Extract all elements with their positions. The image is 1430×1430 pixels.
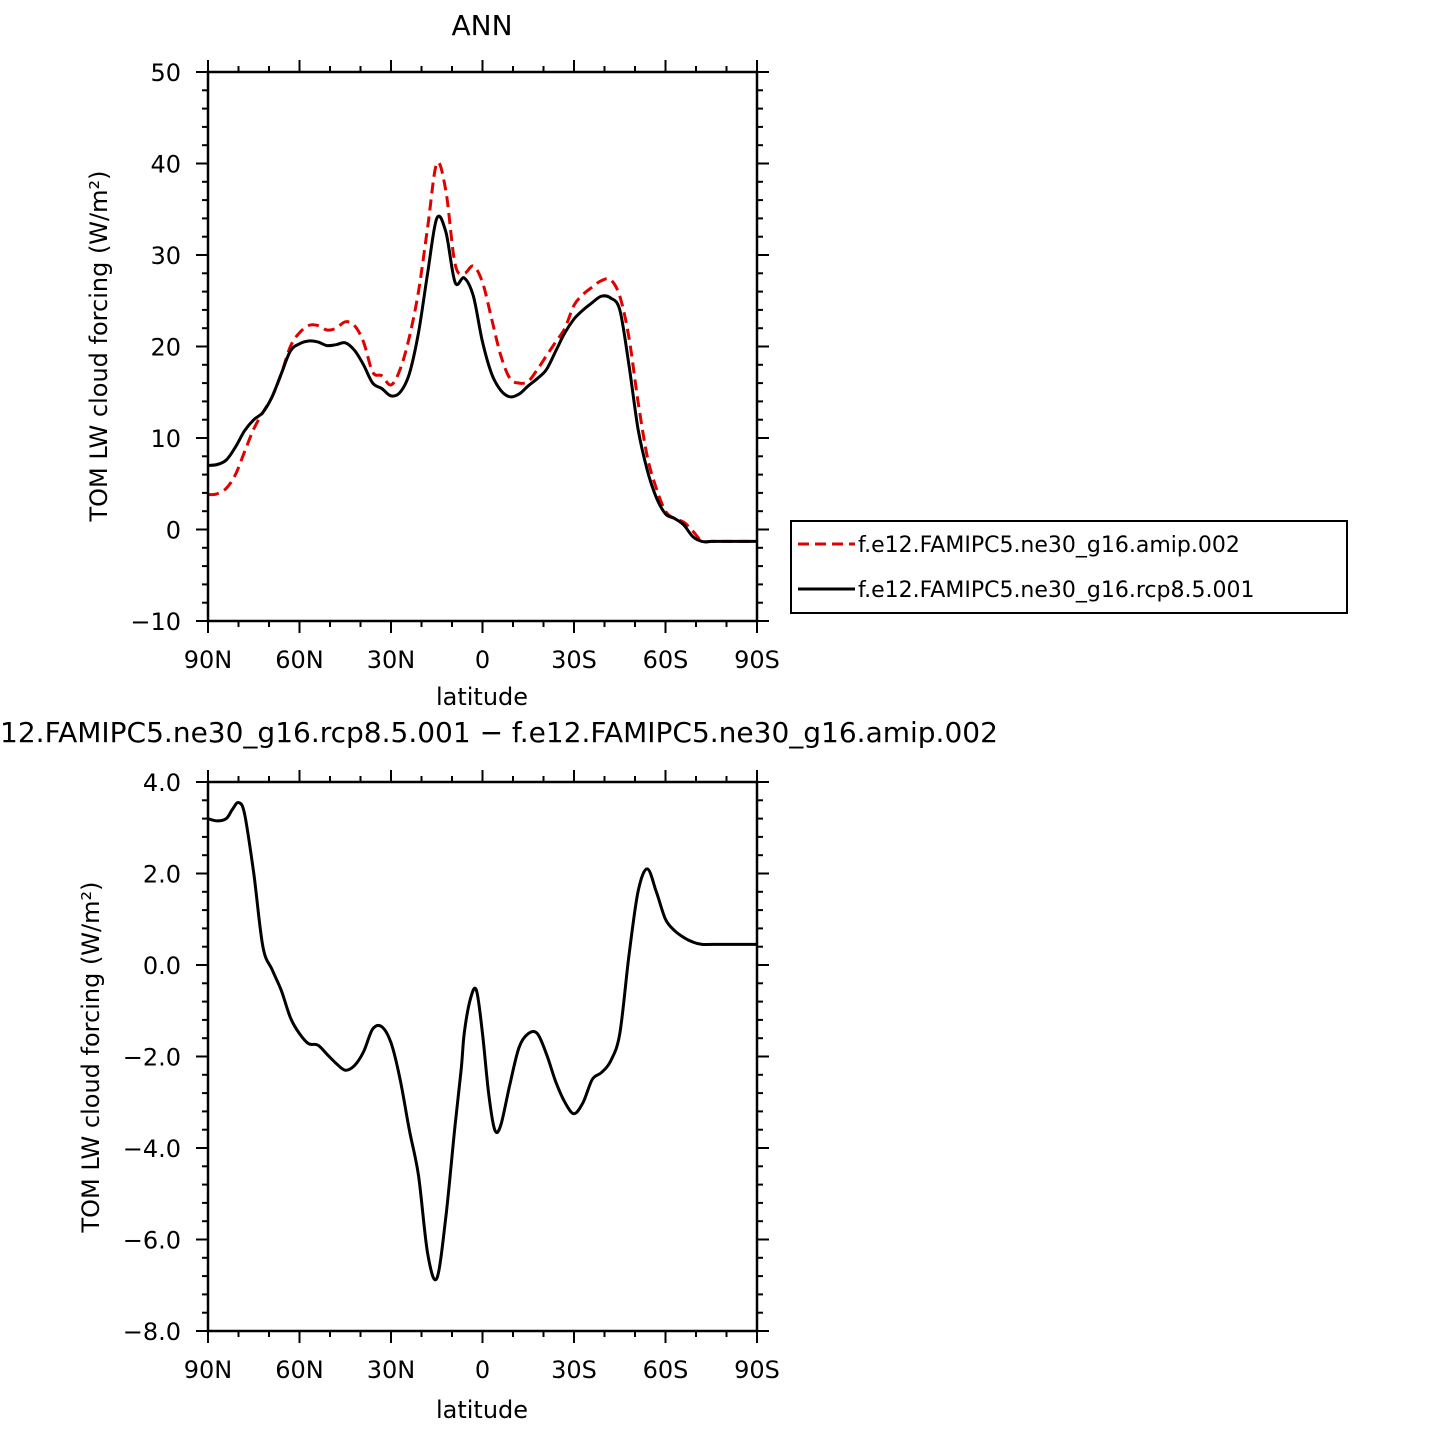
bottom-y-tick-label: 2.0 (143, 861, 181, 889)
top-y-tick-label: 10 (150, 425, 181, 453)
bottom-y-tick-label: 4.0 (143, 769, 181, 797)
top-y-tick-label: 40 (150, 151, 181, 179)
top-x-tick-label: 30N (367, 646, 416, 674)
top-y-tick-label: 30 (150, 242, 181, 270)
top-series-line-0 (208, 160, 757, 544)
bottom-x-tick-label: 60N (275, 1356, 324, 1384)
bottom-x-tick-label: 90S (734, 1356, 780, 1384)
bottom-y-tick-label: 0.0 (143, 952, 181, 980)
bottom-y-tick-label: −8.0 (123, 1318, 181, 1346)
top-x-tick-label: 60S (643, 646, 689, 674)
bottom-y-tick-label: −6.0 (123, 1227, 181, 1255)
bottom-panel-title: f.e12.FAMIPC5.ne30_g16.rcp8.5.001 − f.e1… (0, 716, 998, 749)
bottom-series-group (208, 801, 757, 1282)
top-x-tick-label: 90N (184, 646, 233, 674)
bottom-x-tick-label: 60S (643, 1356, 689, 1384)
bottom-x-tick-label: 30S (551, 1356, 597, 1384)
top-x-tick-label: 90S (734, 646, 780, 674)
top-y-tick-label: 0 (166, 517, 181, 545)
bottom-y-tick-label: −4.0 (123, 1135, 181, 1163)
bottom-x-tick-label: 0 (475, 1356, 490, 1384)
bottom-y-tick-label: −2.0 (123, 1044, 181, 1072)
legend: f.e12.FAMIPC5.ne30_g16.amip.002 f.e12.FA… (790, 520, 1348, 614)
legend-label-rcp: f.e12.FAMIPC5.ne30_g16.rcp8.5.001 (858, 578, 1254, 603)
top-panel: ANN 90N 60N 30N 0 30S 60S 90S −10 0 10 20 30 40 50 la… (85, 9, 1348, 711)
top-panel-x-axis-label: latitude (436, 683, 528, 711)
top-x-tick-label: 60N (275, 646, 324, 674)
bottom-panel: f.e12.FAMIPC5.ne30_g16.rcp8.5.001 − f.e1… (0, 716, 998, 1424)
bottom-panel-y-axis-label: TOM LW cloud forcing (W/m²) (77, 882, 105, 1234)
bottom-panel-plot-area: 90N 60N 30N 0 30S 60S 90S −8.0 −6.0 −4.0 −2.0 0.0 2.… (123, 769, 780, 1384)
top-y-tick-label: 20 (150, 334, 181, 362)
legend-label-amip: f.e12.FAMIPC5.ne30_g16.amip.002 (858, 533, 1240, 558)
legend-box (790, 520, 1348, 614)
top-panel-plot-area: 90N 60N 30N 0 30S 60S 90S −10 0 10 20 30 40 50 (130, 59, 780, 674)
bottom-frame (206, 780, 759, 1333)
top-series-group (208, 160, 757, 544)
bottom-series-line-0 (208, 801, 757, 1282)
bottom-x-tick-label: 90N (184, 1356, 233, 1384)
bottom-x-tick-label: 30N (367, 1356, 416, 1384)
bottom-panel-x-axis-label: latitude (436, 1396, 528, 1424)
top-y-tick-label: −10 (130, 608, 181, 636)
top-x-tick-label: 30S (551, 646, 597, 674)
top-series-line-1 (208, 214, 757, 544)
top-x-tick-label: 0 (475, 646, 490, 674)
top-panel-y-axis-label: TOM LW cloud forcing (W/m²) (85, 171, 113, 523)
top-y-tick-label: 50 (150, 59, 181, 87)
top-panel-title: ANN (451, 9, 512, 42)
